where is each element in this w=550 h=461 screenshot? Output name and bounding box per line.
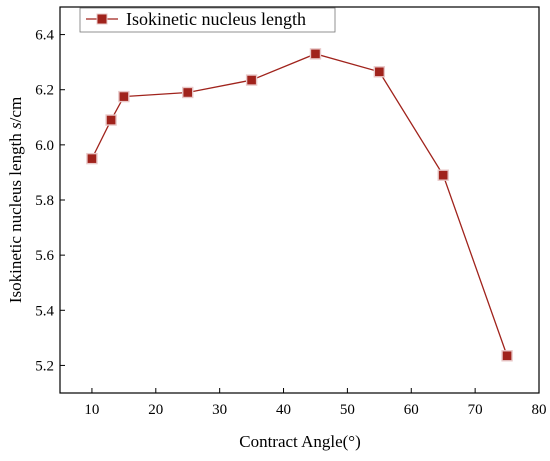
x-axis-ticks: 10 20 30 40 50 60 70 80 — [84, 388, 547, 418]
x-tick-label: 50 — [340, 402, 355, 418]
legend-label: Isokinetic nucleus length — [126, 9, 306, 29]
plot-area-border — [59, 6, 540, 394]
y-tick-label: 5.8 — [35, 193, 54, 209]
data-point — [437, 169, 449, 181]
y-axis-title-unit: /cm — [6, 97, 25, 123]
y-tick-label: 6.2 — [35, 83, 54, 99]
legend: Isokinetic nucleus length — [79, 7, 336, 33]
series-layer — [86, 48, 513, 362]
data-point — [182, 86, 194, 99]
x-tick-label: 70 — [468, 402, 483, 418]
data-point — [105, 114, 117, 126]
y-tick-label: 5.2 — [35, 358, 54, 374]
x-tick-label: 30 — [212, 402, 227, 418]
data-point — [118, 90, 130, 103]
x-tick-label: 40 — [276, 402, 291, 418]
x-tick-label: 80 — [532, 402, 547, 418]
legend-marker-swatch — [96, 13, 108, 25]
legend-box — [79, 7, 336, 33]
y-tick-label: 5.4 — [35, 303, 54, 319]
series-line — [91, 53, 508, 356]
x-tick-label: 20 — [148, 402, 163, 418]
y-axis-title-main: Isokinetic nucleus length — [6, 129, 25, 303]
y-tick-label: 5.6 — [35, 248, 54, 264]
x-axis-title: Contract Angle(°) — [239, 432, 361, 451]
data-point — [86, 152, 98, 165]
plot-frame — [59, 6, 540, 394]
y-tick-label: 6.0 — [35, 138, 54, 154]
y-axis-title: Isokinetic nucleus length s/cm — [6, 97, 25, 303]
data-point — [309, 48, 322, 60]
y-tick-label: 6.4 — [35, 28, 54, 44]
x-tick-label: 10 — [84, 402, 99, 418]
y-axis-title-symbol: s — [6, 122, 25, 129]
data-point — [373, 66, 386, 78]
y-axis-ticks: 5.2 5.4 5.6 5.8 6.0 6.2 6.4 — [35, 28, 65, 374]
data-point — [245, 74, 258, 86]
data-point — [501, 350, 513, 362]
x-tick-label: 60 — [404, 402, 419, 418]
